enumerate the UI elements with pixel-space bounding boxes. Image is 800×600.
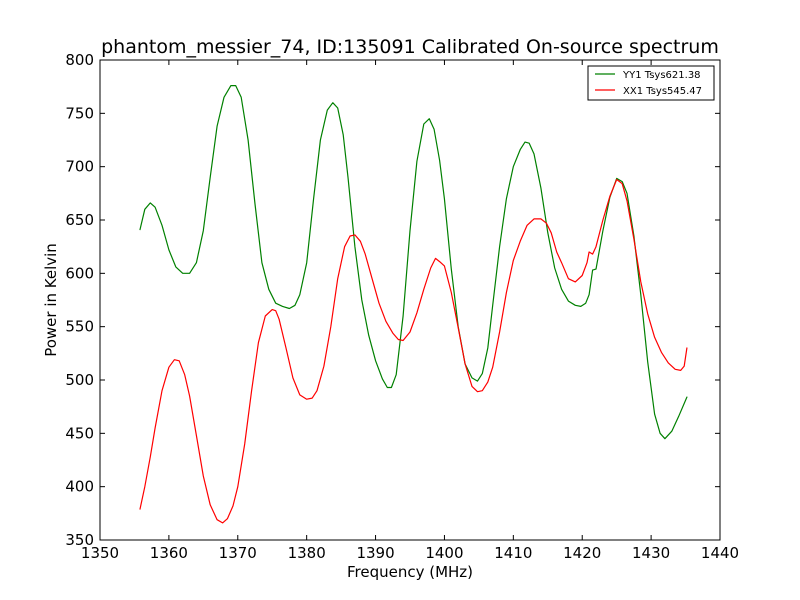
y-tick-label: 450 <box>65 424 94 442</box>
series-line-yy1 <box>139 84 688 440</box>
y-axis-ticks: 350 400 450 500 550 600 650 700 750 800 <box>65 51 720 549</box>
y-tick-label: 650 <box>65 211 94 229</box>
x-tick-label: 1410 <box>494 544 532 562</box>
chart-title: phantom_messier_74, ID:135091 Calibrated… <box>101 36 719 58</box>
plot-frame <box>99 59 721 541</box>
x-axis-label: Frequency (MHz) <box>347 563 473 581</box>
y-tick-label: 550 <box>65 318 94 336</box>
y-axis-label: Power in Kelvin <box>42 243 60 357</box>
y-tick-label: 400 <box>65 478 94 496</box>
series-line-xx1 <box>139 178 688 524</box>
y-tick-label: 800 <box>65 51 94 69</box>
y-tick-label: 350 <box>65 531 94 549</box>
x-tick-label: 1420 <box>563 544 601 562</box>
x-tick-label: 1380 <box>288 544 326 562</box>
y-tick-label: 600 <box>65 264 94 282</box>
y-tick-label: 700 <box>65 158 94 176</box>
y-tick-label: 750 <box>65 104 94 122</box>
x-tick-label: 1350 <box>81 544 119 562</box>
x-tick-label: 1360 <box>150 544 188 562</box>
x-tick-label: 1400 <box>425 544 463 562</box>
series-layer <box>139 84 688 524</box>
legend-label-yy1: YY1 Tsys621.38 <box>622 70 701 81</box>
x-tick-label: 1390 <box>356 544 394 562</box>
x-axis-ticks: 1350 1360 1370 1380 1390 1400 1410 1420 1430 1440 <box>81 60 739 562</box>
x-tick-label: 1370 <box>219 544 257 562</box>
x-tick-label: 1440 <box>701 544 739 562</box>
legend-label-xx1: XX1 Tsys545.47 <box>623 86 702 97</box>
x-tick-label: 1430 <box>632 544 670 562</box>
legend-box <box>587 65 715 101</box>
y-tick-label: 500 <box>65 371 94 389</box>
legend: YY1 Tsys621.38 XX1 Tsys545.47 <box>587 65 715 101</box>
